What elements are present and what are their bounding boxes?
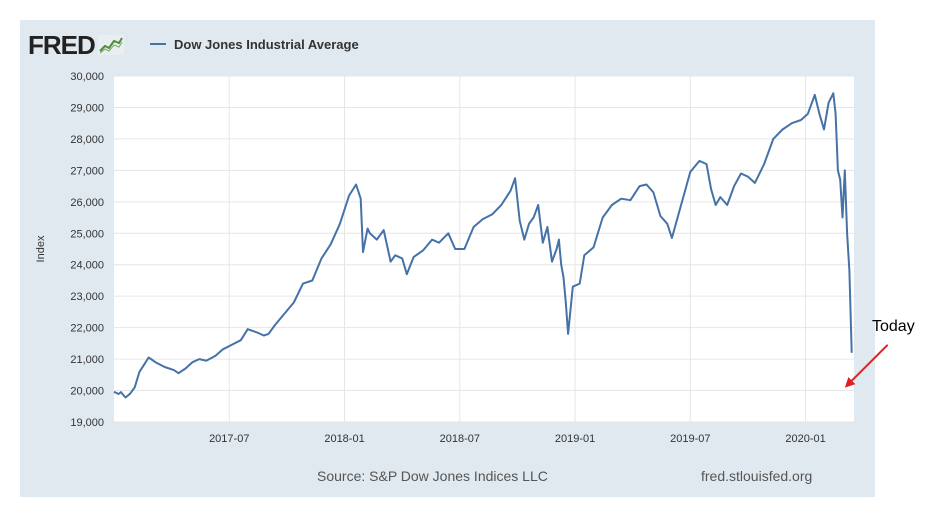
x-tick-label: 2020-01 xyxy=(785,433,825,445)
y-tick-label: 27,000 xyxy=(70,165,104,177)
y-tick-label: 22,000 xyxy=(70,323,104,335)
plot-area xyxy=(114,76,854,422)
y-tick-label: 23,000 xyxy=(70,291,104,303)
x-tick-label: 2018-07 xyxy=(440,433,480,445)
x-tick-label: 2018-01 xyxy=(324,433,364,445)
y-tick-label: 26,000 xyxy=(70,197,104,209)
y-tick-label: 21,000 xyxy=(70,354,104,366)
x-tick-label: 2019-01 xyxy=(555,433,595,445)
legend-label: Dow Jones Industrial Average xyxy=(174,36,359,52)
site-link[interactable]: fred.stlouisfed.org xyxy=(701,468,813,484)
y-tick-label: 25,000 xyxy=(70,228,104,240)
source-credit: Source: S&P Dow Jones Indices LLC xyxy=(317,468,548,484)
x-axis-ticks: 2017-07 2018-01 2018-07 2019-01 2019-07 2020-… xyxy=(209,433,826,445)
fred-logo-graph-icon xyxy=(97,35,124,55)
y-tick-label: 20,000 xyxy=(70,386,104,398)
fred-logo[interactable]: FRED xyxy=(28,28,124,62)
series-line-dow-jones xyxy=(113,92,853,399)
y-tick-label: 29,000 xyxy=(70,102,104,114)
y-axis-ticks: 19,000 20,000 21,000 22,000 23,000 24,000 25,0… xyxy=(70,71,104,429)
y-tick-label: 24,000 xyxy=(70,260,104,272)
x-tick-label: 2017-07 xyxy=(209,433,249,445)
grid-layer xyxy=(114,75,854,423)
y-tick-label: 30,000 xyxy=(70,71,104,83)
today-annotation: Today xyxy=(872,318,915,335)
fred-logo-text: FRED xyxy=(28,29,96,60)
y-tick-label: 28,000 xyxy=(70,134,104,146)
today-arrow xyxy=(844,344,889,388)
legend-swatch xyxy=(150,43,166,45)
y-axis-title: Index xyxy=(35,235,47,262)
x-tick-label: 2019-07 xyxy=(670,433,710,445)
chart-legend: Dow Jones Industrial Average xyxy=(150,34,359,54)
y-tick-label: 19,000 xyxy=(70,417,104,429)
